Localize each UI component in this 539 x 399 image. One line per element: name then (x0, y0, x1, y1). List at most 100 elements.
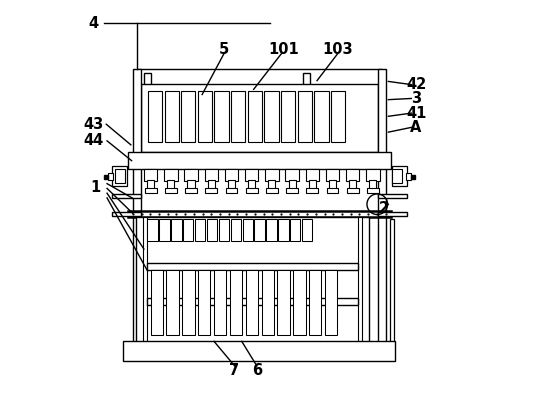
Bar (309, 270, 321, 335)
Text: 3: 3 (411, 91, 421, 106)
Bar (264, 91, 279, 142)
Bar (254, 219, 265, 241)
Bar (184, 169, 198, 181)
Bar (147, 298, 358, 305)
Text: 41: 41 (406, 106, 426, 120)
Text: 44: 44 (83, 133, 103, 148)
Bar (167, 270, 179, 335)
Bar (185, 188, 197, 193)
Bar (215, 91, 229, 142)
Bar (290, 219, 300, 241)
Bar (309, 180, 316, 189)
Bar (164, 91, 179, 142)
Bar (325, 270, 337, 335)
Bar (171, 219, 182, 241)
Bar (160, 219, 170, 241)
Bar (326, 169, 339, 181)
Bar (245, 169, 258, 181)
Bar (128, 211, 391, 217)
Text: 42: 42 (406, 77, 426, 92)
Bar (406, 173, 411, 180)
Bar (137, 69, 383, 85)
Bar (188, 180, 195, 189)
Bar (112, 166, 127, 186)
Bar (246, 188, 258, 193)
Bar (261, 270, 274, 335)
Text: 1: 1 (90, 180, 100, 195)
Bar (115, 170, 125, 183)
Bar (248, 180, 255, 189)
Bar (392, 170, 402, 183)
Text: 43: 43 (83, 117, 103, 132)
Bar (306, 169, 319, 181)
Bar (314, 91, 329, 142)
Bar (306, 188, 318, 193)
Text: 6: 6 (252, 363, 262, 378)
Bar (165, 188, 177, 193)
Bar (378, 194, 407, 198)
Bar (181, 91, 196, 142)
Bar (266, 219, 277, 241)
Bar (198, 270, 210, 335)
Text: 4: 4 (88, 16, 98, 31)
Bar (198, 91, 212, 142)
Bar (208, 180, 215, 189)
Bar (204, 169, 218, 181)
Bar (366, 169, 379, 181)
Bar (150, 270, 163, 335)
Bar (347, 188, 358, 193)
Bar (346, 169, 360, 181)
Bar (195, 219, 205, 241)
Bar (112, 212, 141, 216)
Bar (286, 188, 298, 193)
Bar (123, 342, 396, 361)
Bar (108, 173, 113, 180)
Bar (141, 84, 378, 152)
Text: 7: 7 (229, 363, 239, 378)
Bar (303, 73, 310, 85)
Bar (288, 180, 296, 189)
Bar (293, 270, 306, 335)
Bar (147, 180, 154, 189)
Bar (143, 217, 147, 342)
Bar (349, 180, 356, 189)
Bar (228, 180, 235, 189)
Bar (243, 219, 253, 241)
Bar (225, 169, 238, 181)
Bar (128, 152, 391, 169)
Bar (214, 270, 226, 335)
Bar (278, 270, 289, 335)
Bar (144, 169, 157, 181)
Bar (164, 169, 177, 181)
Bar (265, 169, 279, 181)
Bar (392, 166, 407, 186)
Bar (231, 91, 245, 142)
Bar (182, 270, 195, 335)
Bar (133, 69, 141, 342)
Bar (167, 180, 175, 189)
Bar (378, 69, 386, 342)
Text: 2: 2 (379, 201, 390, 216)
Bar (136, 217, 369, 342)
Bar (278, 219, 288, 241)
Bar (231, 219, 241, 241)
Bar (246, 270, 258, 335)
Bar (268, 180, 275, 189)
Bar (327, 188, 338, 193)
Bar (219, 219, 229, 241)
Bar (298, 91, 312, 142)
Bar (143, 73, 150, 85)
Bar (207, 219, 217, 241)
Bar (205, 188, 217, 193)
Bar (369, 180, 376, 189)
Bar (147, 263, 358, 270)
Text: 5: 5 (219, 42, 229, 57)
Bar (266, 188, 278, 193)
Bar (248, 91, 262, 142)
Bar (144, 188, 156, 193)
Bar (358, 217, 362, 342)
Bar (367, 188, 379, 193)
Bar (148, 91, 162, 142)
Bar (285, 169, 299, 181)
Bar (331, 91, 345, 142)
